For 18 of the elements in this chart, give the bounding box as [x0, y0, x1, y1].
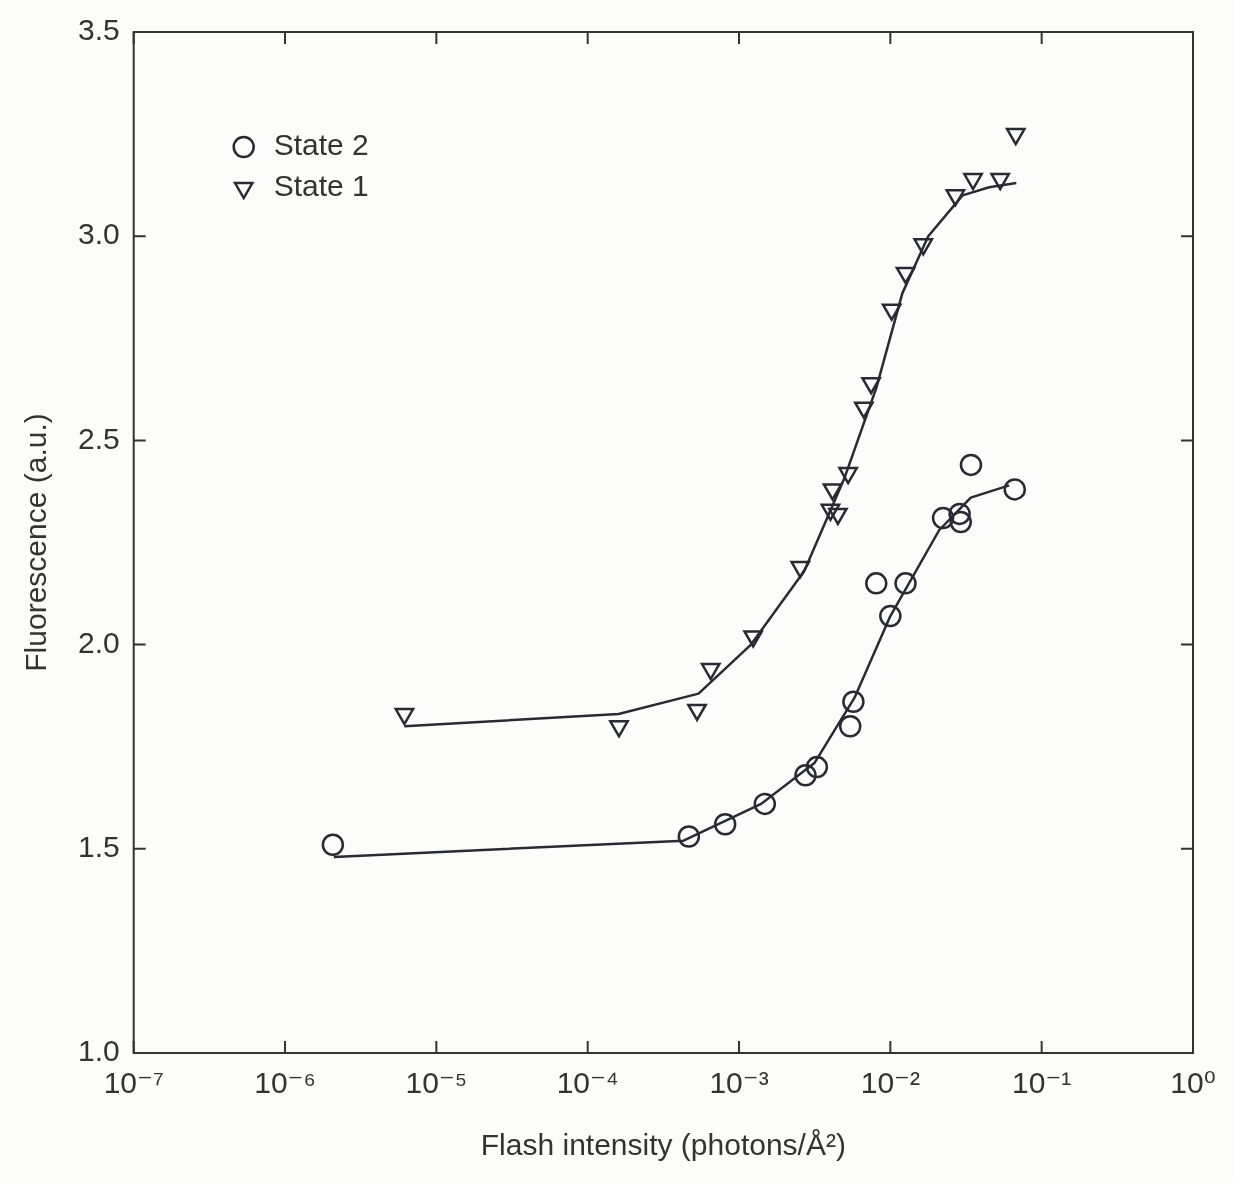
y-axis-title: Fluorescence (a.u.)	[19, 413, 53, 672]
y-tick-label: 1.0	[77, 1034, 120, 1068]
y-tick-label: 3.5	[77, 13, 120, 47]
y-tick-label: 2.5	[77, 421, 120, 455]
legend-label: State 1	[273, 169, 369, 203]
x-tick-label: 10⁰	[1170, 1066, 1216, 1100]
x-tick-label: 10⁻²	[860, 1066, 920, 1100]
y-tick-label: 2.0	[77, 625, 120, 659]
x-tick-label: 10⁻⁵	[405, 1066, 468, 1100]
x-tick-label: 10⁻⁴	[556, 1066, 619, 1100]
x-tick-label: 10⁻¹	[1012, 1066, 1072, 1100]
y-tick-label: 3.0	[77, 217, 120, 251]
x-tick-label: 10⁻⁶	[254, 1066, 316, 1100]
legend-label: State 2	[273, 128, 369, 162]
x-axis-title: Flash intensity (photons/Å²)	[480, 1128, 846, 1162]
x-tick-label: 10⁻³	[709, 1066, 769, 1100]
y-tick-label: 1.5	[77, 830, 120, 864]
x-tick-label: 10⁻⁷	[103, 1066, 164, 1100]
